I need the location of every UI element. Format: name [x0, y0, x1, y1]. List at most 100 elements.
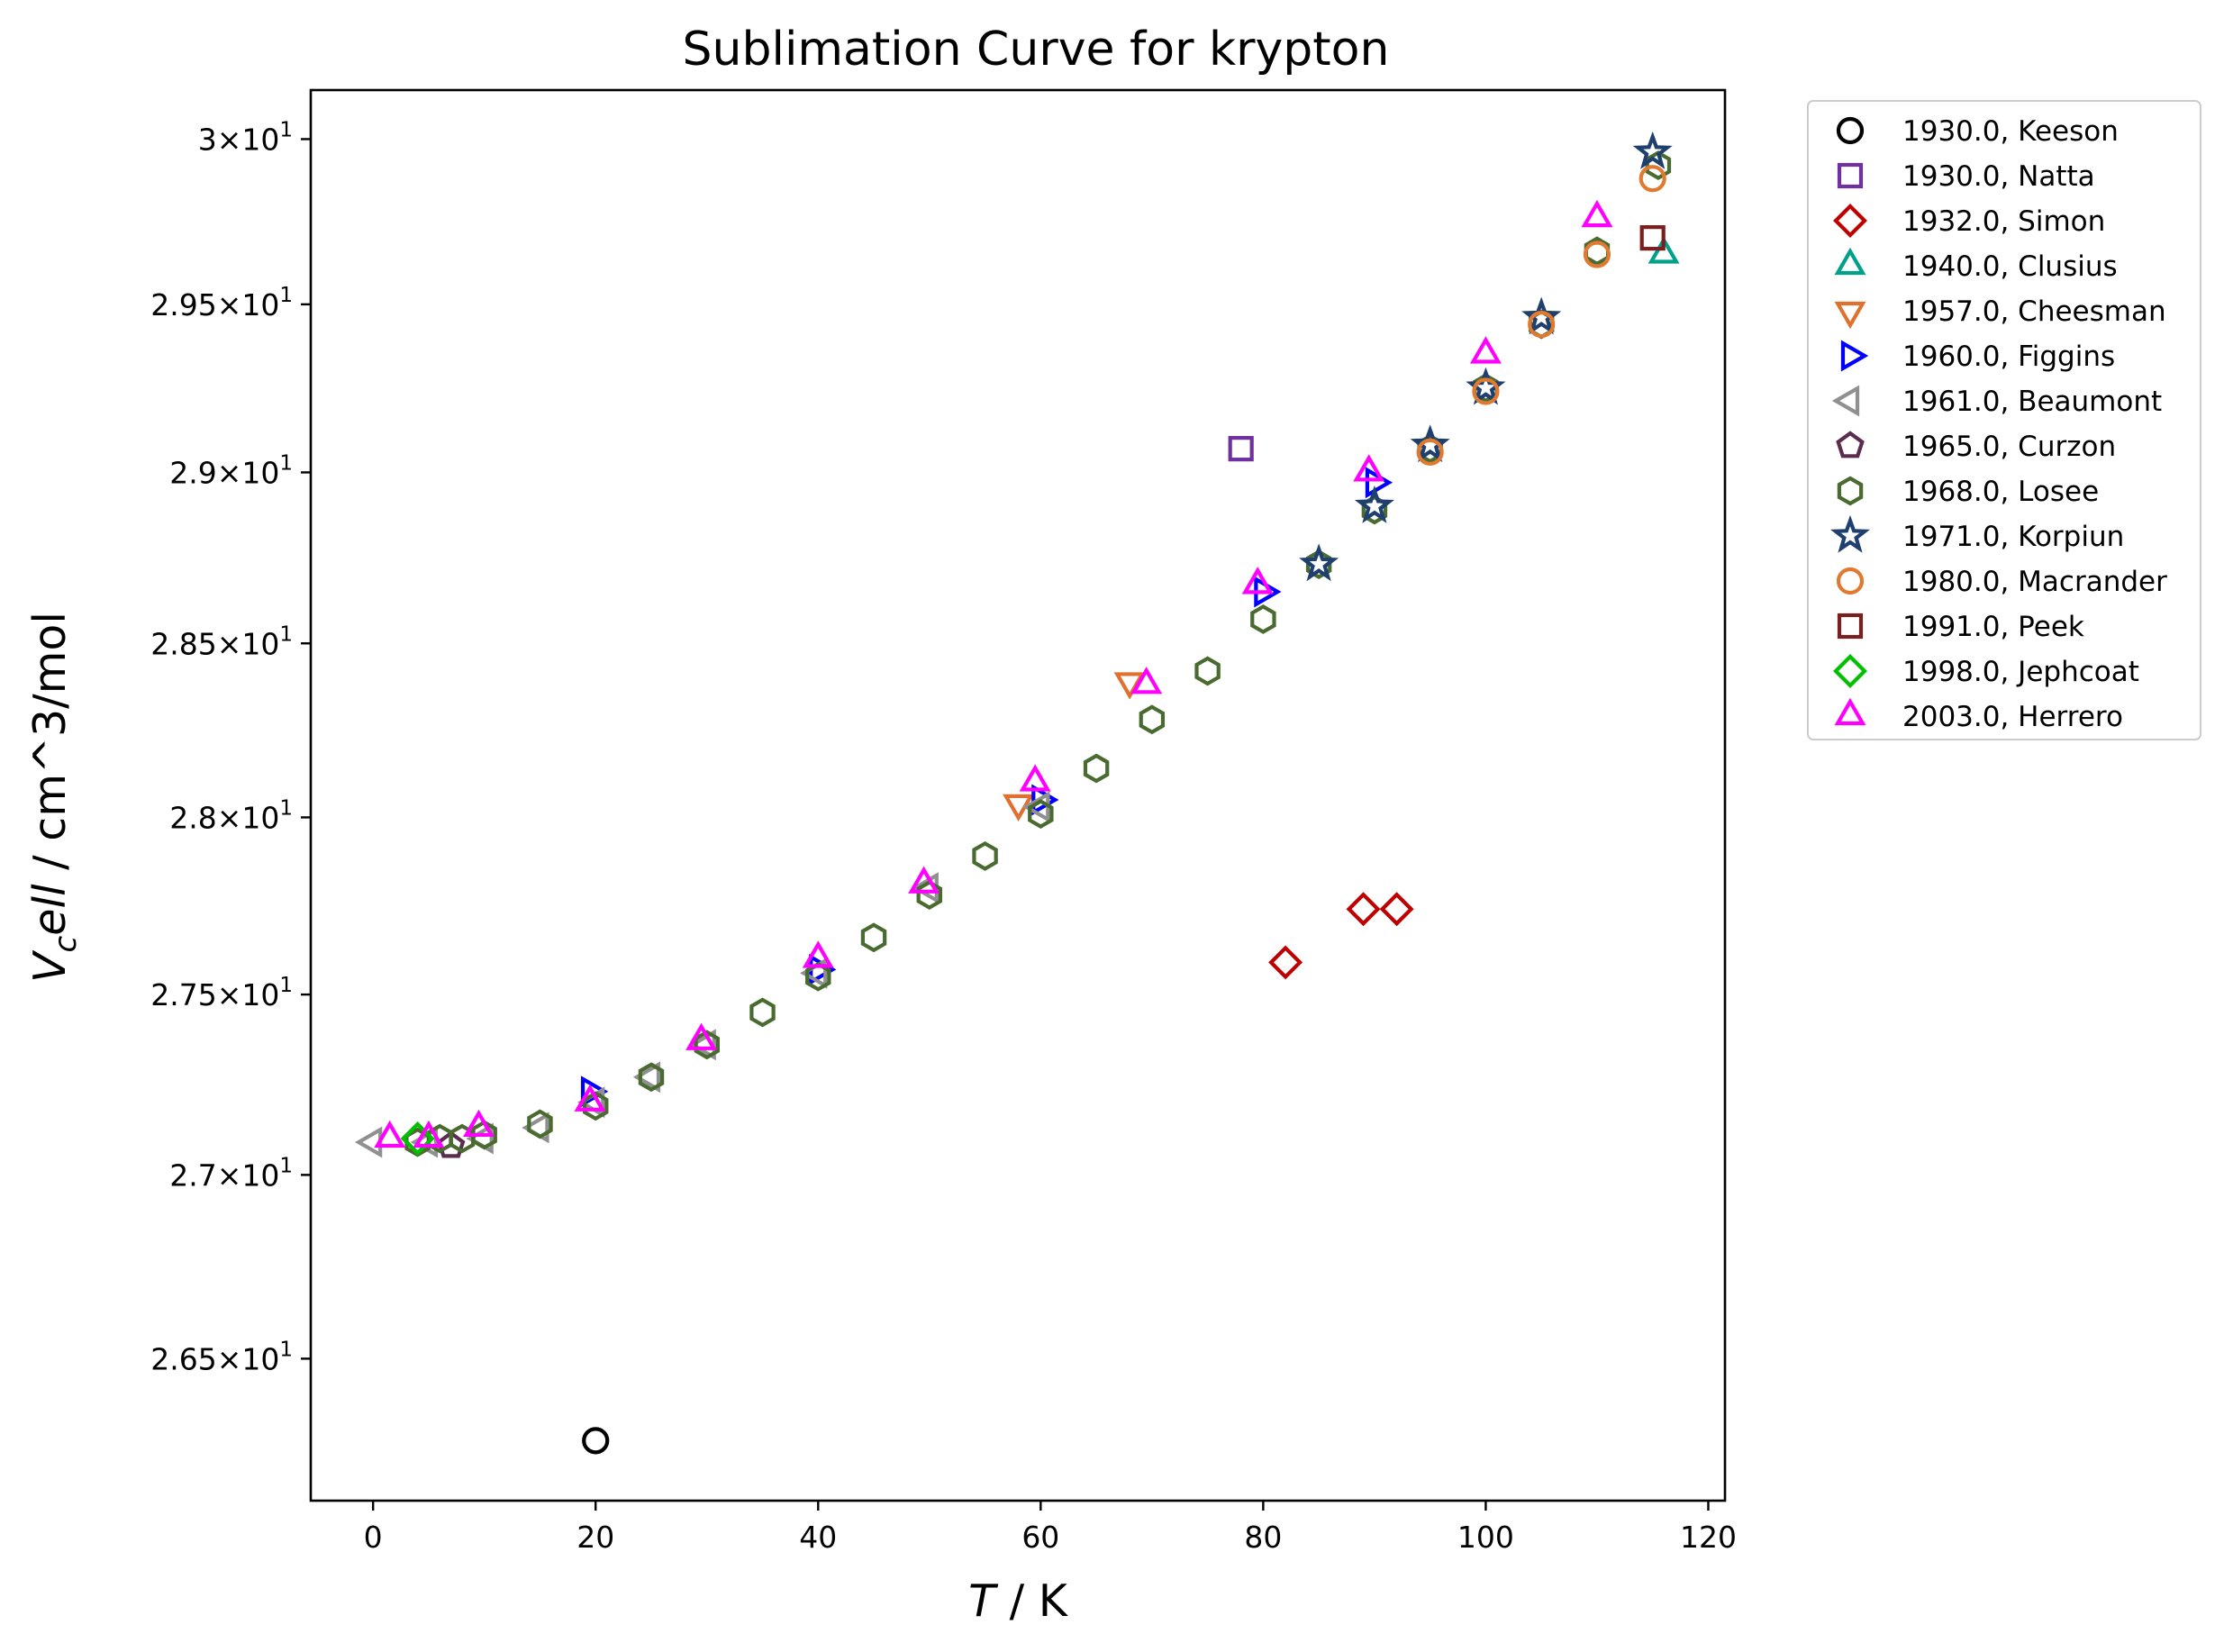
x-tick-label: 20: [576, 1520, 614, 1555]
legend-item: 1968.0, Losee: [1837, 476, 2099, 508]
legend-marker: [1833, 204, 1867, 238]
series-13: [400, 1121, 435, 1156]
series-4: [1648, 236, 1680, 264]
legend-marker: [1836, 431, 1865, 458]
series-8: [436, 1130, 466, 1158]
legend-label: 1965.0, Curzon: [1902, 431, 2116, 463]
data-point: [1194, 656, 1221, 686]
data-point: [1250, 604, 1276, 634]
data-point: [802, 940, 834, 968]
x-axis-label-symbol: T: [968, 1575, 999, 1627]
legend: 1930.0, Keeson 1930.0, Natta 1932.0, Simon…: [1807, 100, 2201, 740]
legend-marker: [1834, 247, 1866, 276]
data-point: [1019, 764, 1051, 792]
x-axis-ticks: 0 20 40 60 80 100 120: [364, 1501, 1737, 1555]
data-point: [400, 1121, 435, 1156]
series-3: [1268, 892, 1414, 980]
legend-label: 1932.0, Simon: [1902, 205, 2105, 238]
data-point: [972, 840, 998, 871]
data-point: [1139, 704, 1166, 735]
series-14: [374, 199, 1613, 1148]
legend-marker: [1840, 340, 1869, 372]
y-axis-ticks: 2.65×101 2.7×101 2.75×101 2.8×101 2.85×101 2.…: [150, 118, 311, 1376]
data-point: [413, 1120, 445, 1148]
data-point: [1469, 336, 1502, 364]
data-point: [1130, 667, 1163, 694]
plot-area: [354, 131, 1680, 1455]
plot-frame: [309, 88, 1727, 1502]
y-tick-label: 2.85×101: [150, 622, 293, 661]
data-point: [463, 1109, 495, 1138]
data-point: [1410, 424, 1450, 463]
legend-label: 1971.0, Korpiun: [1902, 521, 2124, 553]
legend-marker: [1836, 116, 1865, 145]
data-point: [638, 1062, 665, 1093]
data-point: [1466, 367, 1506, 405]
data-point: [471, 1120, 497, 1150]
y-axis-label-subscript: c: [48, 935, 84, 952]
data-point: [1521, 296, 1562, 335]
data-point: [908, 866, 940, 894]
data-point: [632, 1061, 661, 1094]
data-point: [1228, 436, 1254, 462]
y-tick-label: 3×101: [198, 118, 293, 157]
legend-label: 1930.0, Natta: [1902, 160, 2095, 193]
legend-item: 2003.0, Herrero: [1834, 697, 2123, 733]
x-axis-label: T / K: [968, 1575, 1069, 1627]
legend-label: 1930.0, Keeson: [1902, 115, 2119, 148]
data-point: [374, 1120, 406, 1148]
data-point: [1268, 945, 1303, 980]
data-point: [860, 922, 887, 953]
series-2: [1228, 436, 1254, 462]
data-point: [1416, 438, 1444, 466]
series-12: [1639, 225, 1666, 251]
data-point: [685, 1022, 718, 1050]
data-point: [1031, 784, 1059, 816]
legend-label: 1961.0, Beaumont: [1902, 386, 2162, 418]
legend-item: 1957.0, Cheesman: [1834, 295, 2166, 330]
legend-marker: [1837, 162, 1864, 189]
legend-item: 1930.0, Natta: [1837, 160, 2095, 193]
x-tick-label: 100: [1457, 1520, 1514, 1555]
data-point: [1528, 310, 1556, 339]
y-tick-label: 2.8×101: [169, 796, 293, 835]
data-point: [688, 1029, 716, 1061]
legend-label: 1968.0, Losee: [1902, 476, 2099, 508]
chart-title: Sublimation Curve for krypton: [683, 23, 1390, 77]
legend-marker: [1837, 613, 1864, 640]
series-11: [1416, 165, 1666, 466]
legend-label: 1957.0, Cheesman: [1902, 295, 2166, 328]
data-point: [582, 1427, 610, 1455]
data-point: [1472, 377, 1500, 405]
y-tick-label: 2.9×101: [169, 451, 293, 490]
legend-label: 1980.0, Macrander: [1902, 566, 2167, 598]
data-point: [1299, 543, 1339, 582]
data-point: [1379, 892, 1414, 927]
data-point: [1648, 236, 1680, 264]
data-point: [1632, 131, 1673, 169]
x-tick-label: 40: [799, 1520, 837, 1555]
y-tick-label: 2.65×101: [150, 1338, 293, 1376]
series-1: [582, 1427, 610, 1455]
x-tick-label: 0: [364, 1520, 383, 1555]
legend-item: 1965.0, Curzon: [1836, 431, 2116, 463]
legend-box: [1807, 100, 2201, 740]
data-point: [1581, 199, 1613, 228]
y-tick-label: 2.75×101: [150, 974, 293, 1012]
legend-item: 1960.0, Figgins: [1840, 340, 2115, 373]
legend-item: 1998.0, Jephcoat: [1833, 654, 2139, 688]
data-point: [574, 1084, 606, 1112]
data-point: [1353, 454, 1385, 482]
legend-items: 1930.0, Keeson 1930.0, Natta 1932.0, Simon…: [1829, 115, 2167, 733]
legend-item: 1932.0, Simon: [1833, 204, 2105, 238]
x-tick-label: 120: [1680, 1520, 1737, 1555]
legend-item: 1980.0, Macrander: [1836, 566, 2167, 598]
y-axis-label: Vcell / cm^3/mol: [24, 612, 84, 983]
data-point: [1346, 892, 1381, 927]
data-point: [1241, 567, 1274, 595]
legend-marker: [1833, 654, 1867, 688]
legend-label: 1960.0, Figgins: [1902, 340, 2115, 373]
data-point: [1583, 241, 1611, 268]
y-axis-label-symbol: V: [24, 949, 76, 983]
